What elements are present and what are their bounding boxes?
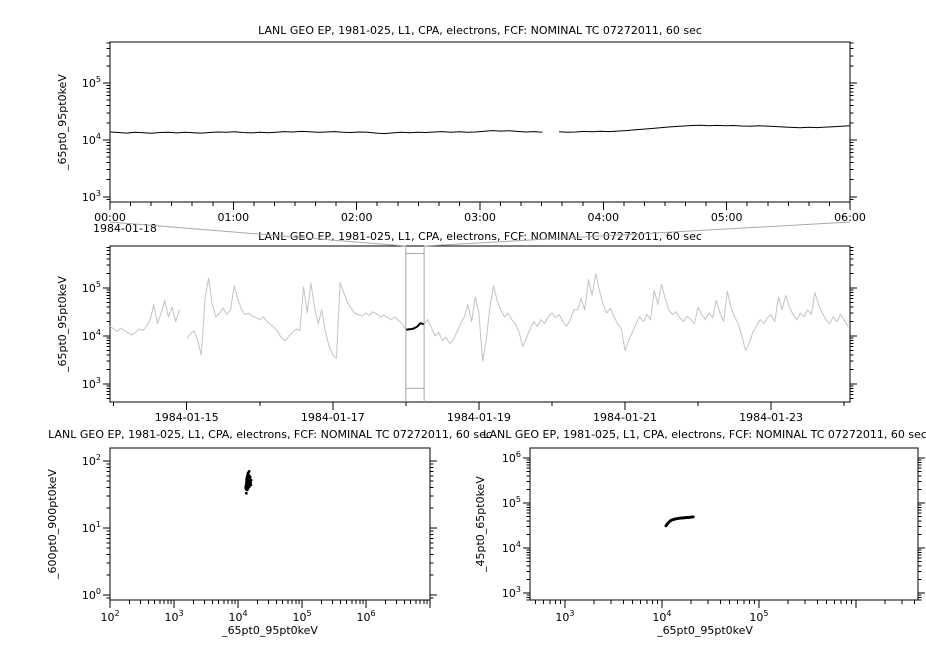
svg-text:105: 105	[749, 609, 768, 624]
svg-text:103: 103	[555, 609, 574, 624]
svg-text:106: 106	[356, 609, 375, 624]
svg-text:03:00: 03:00	[464, 211, 496, 224]
svg-text:06:00: 06:00	[834, 211, 866, 224]
top-plot-title: LANL GEO EP, 1981-025, L1, CPA, electron…	[258, 24, 702, 37]
scatter-right-x-axis-label: _65pt0_95pt0keV	[657, 624, 753, 637]
svg-text:104: 104	[228, 609, 247, 624]
svg-text:104: 104	[82, 132, 101, 147]
svg-text:1984-01-17: 1984-01-17	[301, 411, 365, 424]
scatter-left-x-axis-label: _65pt0_95pt0keV	[222, 624, 318, 637]
svg-text:102: 102	[100, 609, 119, 624]
svg-text:01:00: 01:00	[217, 211, 249, 224]
scatter-left-title: LANL GEO EP, 1981-025, L1, CPA, electron…	[48, 428, 492, 441]
scatter-right-title: LANL GEO EP, 1981-025, L1, CPA, electron…	[483, 428, 926, 441]
svg-text:106: 106	[502, 450, 521, 465]
svg-text:104: 104	[502, 540, 521, 555]
svg-text:104: 104	[652, 609, 671, 624]
svg-text:105: 105	[82, 75, 101, 90]
svg-text:102: 102	[82, 453, 101, 468]
svg-text:1984-01-15: 1984-01-15	[155, 411, 219, 424]
context-plot-title: LANL GEO EP, 1981-025, L1, CPA, electron…	[258, 230, 702, 243]
svg-text:105: 105	[82, 280, 101, 295]
svg-text:00:00: 00:00	[94, 211, 126, 224]
svg-text:103: 103	[82, 189, 101, 204]
svg-text:103: 103	[82, 376, 101, 391]
svg-text:1984-01-23: 1984-01-23	[739, 411, 803, 424]
top-x-axis-date-label: 1984-01-18	[93, 222, 157, 235]
svg-text:104: 104	[82, 328, 101, 343]
svg-text:05:00: 05:00	[711, 211, 743, 224]
svg-text:100: 100	[82, 587, 101, 602]
svg-text:105: 105	[502, 495, 521, 510]
svg-text:101: 101	[82, 520, 101, 535]
svg-text:1984-01-19: 1984-01-19	[447, 411, 511, 424]
svg-text:103: 103	[502, 585, 521, 600]
svg-text:103: 103	[164, 609, 183, 624]
svg-text:105: 105	[292, 609, 311, 624]
svg-text:04:00: 04:00	[587, 211, 619, 224]
svg-text:02:00: 02:00	[341, 211, 373, 224]
svg-text:1984-01-21: 1984-01-21	[593, 411, 657, 424]
